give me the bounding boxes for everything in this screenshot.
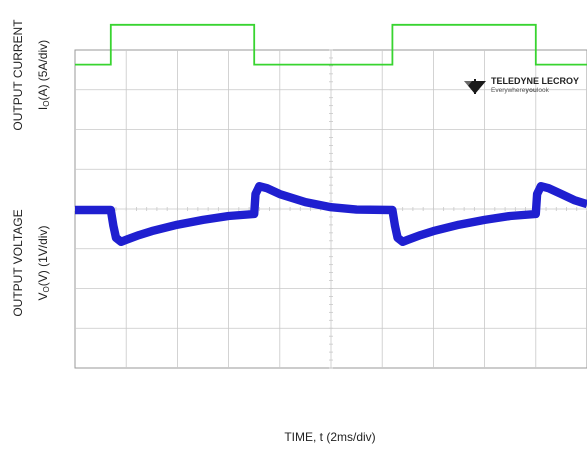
traces (75, 23, 587, 246)
logo-mark-icon (464, 79, 486, 94)
brand-name: TELEDYNE LECROY (491, 76, 579, 86)
voltage-axis-title: OUTPUT VOLTAGE (11, 209, 25, 316)
current-subscript: O (42, 101, 51, 107)
current-axis-title: OUTPUT CURRENT (11, 19, 25, 131)
current-trace (75, 23, 587, 66)
teledyne-lecroy-logo: TELEDYNE LECROY Everywhereyoulook (464, 76, 579, 94)
voltage-trace (75, 182, 587, 246)
voltage-symbol: V (36, 292, 50, 300)
voltage-subscript: O (42, 286, 51, 292)
current-symbol: I (36, 107, 50, 110)
brand-slogan: Everywhereyoulook (491, 87, 550, 94)
voltage-units: (V) (1V/div) (36, 226, 50, 287)
current-axis-units-label: IO(A) (5A/div) (36, 40, 51, 110)
x-axis-label: TIME, t (2ms/div) (284, 430, 375, 444)
current-units: (A) (5A/div) (36, 40, 50, 101)
voltage-axis-units-label: VO(V) (1V/div) (36, 226, 51, 301)
